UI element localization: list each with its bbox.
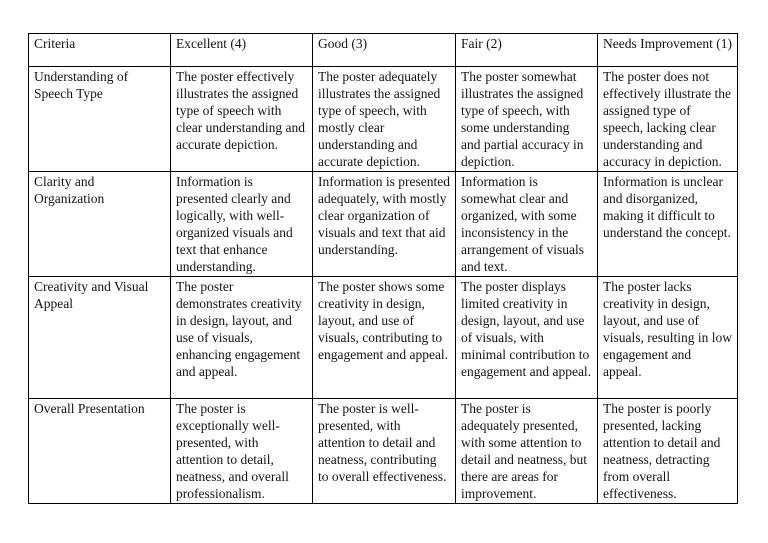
rating-cell-needs-improvement: The poster is poorly presented, lacking …	[597, 398, 738, 504]
header-row: Criteria Excellent (4) Good (3) Fair (2)…	[28, 33, 738, 67]
table-row-clarity: Clarity and Organization Information is …	[28, 171, 738, 277]
table-row-creativity: Creativity and Visual Appeal The poster …	[28, 276, 738, 399]
rating-cell-excellent: The poster effectively illustrates the a…	[170, 66, 313, 172]
rating-cell-fair: The poster displays limited creativity i…	[455, 276, 598, 399]
rating-cell-needs-improvement: Information is unclear and disorganized,…	[597, 171, 738, 277]
column-header-excellent: Excellent (4)	[170, 33, 313, 67]
rating-cell-fair: The poster somewhat illustrates the assi…	[455, 66, 598, 172]
rating-cell-needs-improvement: The poster does not effectively illustra…	[597, 66, 738, 172]
rating-cell-excellent: The poster demonstrates creativity in de…	[170, 276, 313, 399]
criterion-cell: Creativity and Visual Appeal	[28, 276, 171, 399]
criterion-cell: Clarity and Organization	[28, 171, 171, 277]
column-header-criteria: Criteria	[28, 33, 171, 67]
rating-cell-excellent: Information is presented clearly and log…	[170, 171, 313, 277]
table-row-understanding: Understanding of Speech Type The poster …	[28, 66, 738, 172]
rating-cell-needs-improvement: The poster lacks creativity in design, l…	[597, 276, 738, 399]
column-header-good: Good (3)	[312, 33, 456, 67]
rating-cell-good: Information is presented adequately, wit…	[312, 171, 456, 277]
rubric-table: Criteria Excellent (4) Good (3) Fair (2)…	[28, 33, 738, 504]
rating-cell-excellent: The poster is exceptionally well-present…	[170, 398, 313, 504]
table-row-overall: Overall Presentation The poster is excep…	[28, 398, 738, 504]
rating-cell-fair: The poster is adequately presented, with…	[455, 398, 598, 504]
rating-cell-good: The poster adequately illustrates the as…	[312, 66, 456, 172]
rating-cell-good: The poster shows some creativity in desi…	[312, 276, 456, 399]
column-header-needs-improvement: Needs Improvement (1)	[597, 33, 738, 67]
column-header-fair: Fair (2)	[455, 33, 598, 67]
criterion-cell: Overall Presentation	[28, 398, 171, 504]
rating-cell-good: The poster is well-presented, with atten…	[312, 398, 456, 504]
rating-cell-fair: Information is somewhat clear and organi…	[455, 171, 598, 277]
criterion-cell: Understanding of Speech Type	[28, 66, 171, 172]
